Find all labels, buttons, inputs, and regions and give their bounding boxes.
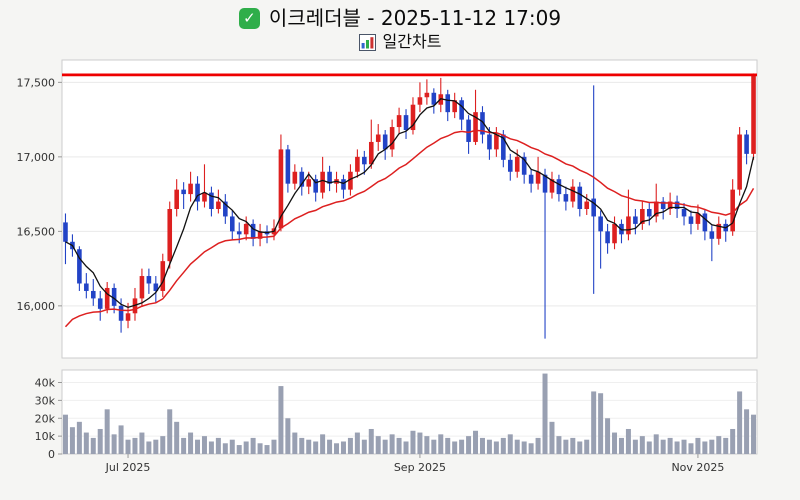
svg-text:16,000: 16,000: [17, 300, 56, 313]
daily-candlestick-volume-chart: 16,000 16,500 17,000 17,500 0 10k 20k 30k 40k Jul…: [17, 59, 758, 474]
svg-text:Jul 2025: Jul 2025: [105, 461, 151, 474]
svg-text:30k: 30k: [35, 394, 56, 407]
svg-text:Nov 2025: Nov 2025: [671, 461, 724, 474]
chart-header: ✓ 이크레더블 - 2025-11-12 17:09 일간차트: [0, 0, 800, 52]
svg-text:17,500: 17,500: [17, 76, 56, 89]
svg-text:16,500: 16,500: [17, 225, 56, 238]
chart-title: 이크레더블 - 2025-11-12 17:09: [268, 6, 562, 30]
svg-text:10k: 10k: [35, 430, 56, 443]
chart-subtitle: 일간차트: [382, 32, 442, 51]
svg-text:20k: 20k: [35, 412, 56, 425]
svg-text:40k: 40k: [35, 377, 56, 390]
chart-subtitle-row: 일간차트: [0, 32, 800, 52]
svg-text:Sep 2025: Sep 2025: [394, 461, 446, 474]
svg-text:17,000: 17,000: [17, 151, 56, 164]
chart-title-row: ✓ 이크레더블 - 2025-11-12 17:09: [0, 6, 800, 30]
bar-chart-icon: [358, 33, 376, 51]
green-check-icon: ✓: [238, 7, 260, 29]
svg-text:0: 0: [48, 448, 55, 461]
